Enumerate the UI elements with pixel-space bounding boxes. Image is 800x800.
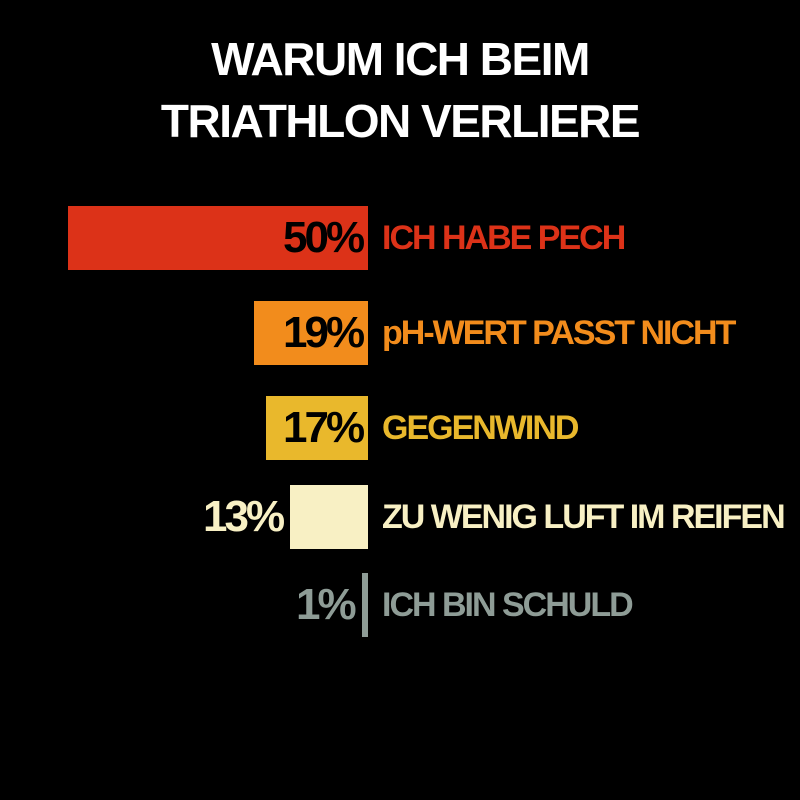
category-label: ICH HABE PECH	[382, 219, 626, 257]
value-label: 1%	[296, 580, 357, 629]
bar	[266, 396, 368, 460]
category-label: ZU WENIG LUFT IM REIFEN	[382, 498, 786, 536]
category-label: GEGENWIND	[382, 409, 579, 447]
bar	[362, 573, 368, 637]
chart-title: WARUM ICH BEIM TRIATHLON VERLIERE	[160, 33, 641, 147]
bar	[290, 485, 368, 549]
value-label: 50%	[283, 213, 365, 262]
value-label: 19%	[283, 308, 365, 357]
bar	[254, 301, 368, 365]
category-label: ICH BIN SCHULD	[382, 586, 634, 624]
value-label: 13%	[203, 492, 285, 541]
bar	[68, 206, 368, 270]
value-label: 17%	[283, 403, 365, 452]
category-label: pH-WERT PASST NICHT	[382, 314, 736, 352]
